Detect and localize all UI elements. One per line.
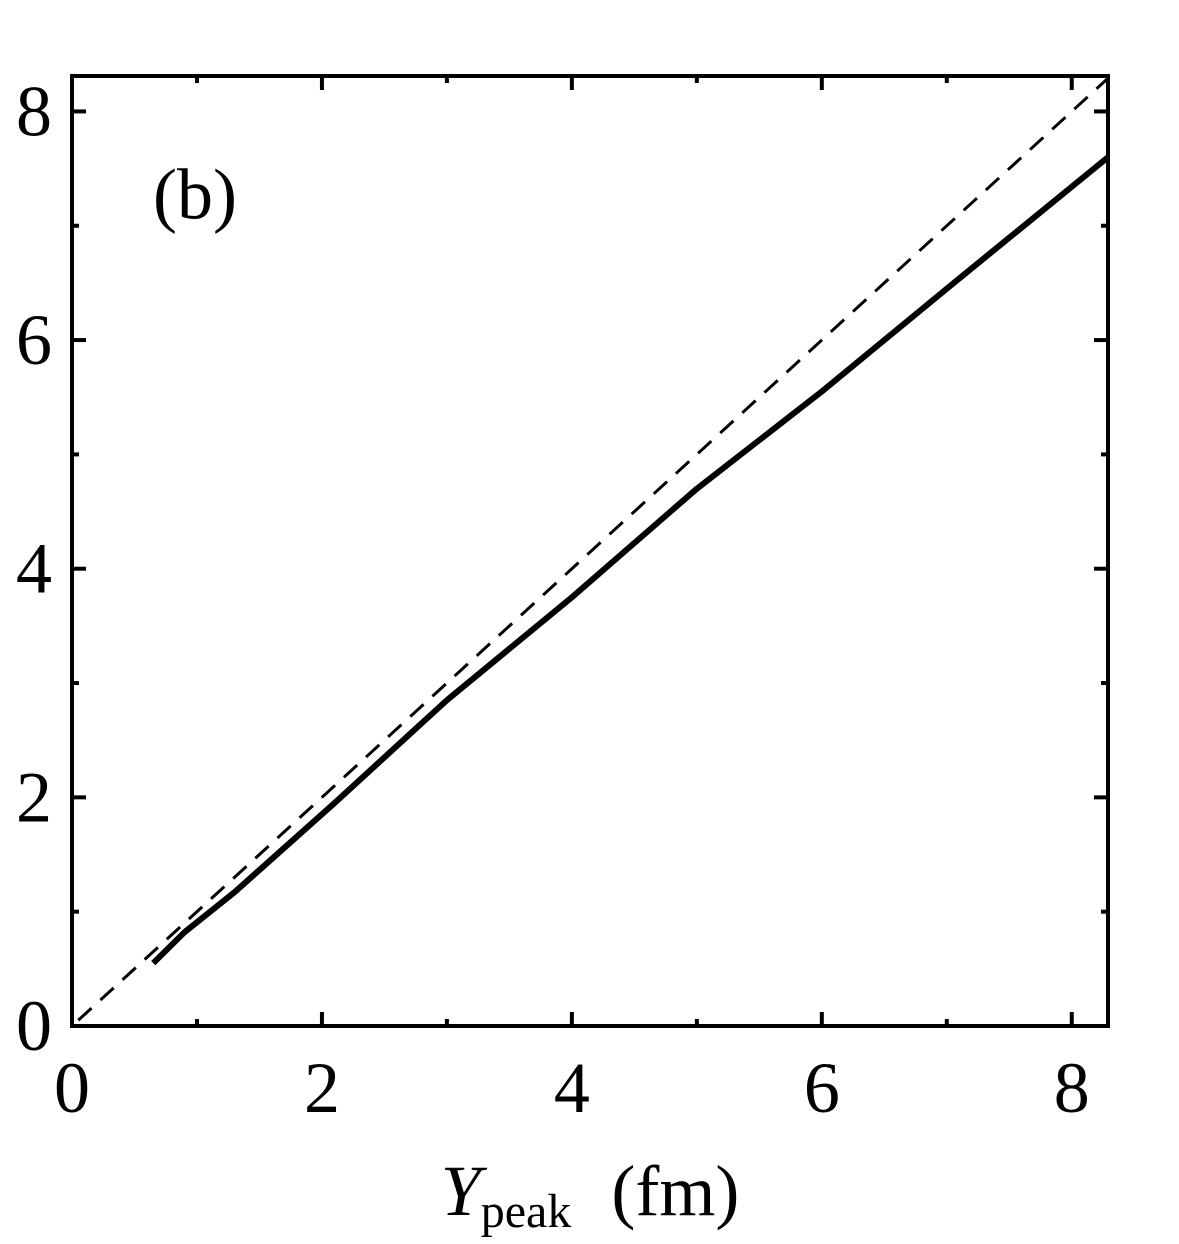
data-line xyxy=(151,154,1110,966)
y-tick-label: 0 xyxy=(16,986,52,1066)
plot-frame xyxy=(70,74,1110,1028)
x-tick-label: 4 xyxy=(554,1048,590,1128)
x-label-subscript: peak xyxy=(481,1185,572,1238)
y-tick-label: 6 xyxy=(16,300,52,380)
x-label-symbol: Y xyxy=(441,1151,488,1231)
x-tick-label: 8 xyxy=(1054,1048,1090,1128)
y-tick-label: 4 xyxy=(16,529,52,609)
x-tick-label: 2 xyxy=(304,1048,340,1128)
x-axis-label: Ypeak (fm) xyxy=(441,1151,740,1238)
x-label-unit: (fm) xyxy=(611,1151,739,1231)
annotation: (b) xyxy=(153,155,237,235)
x-tick-label: 6 xyxy=(804,1048,840,1128)
data-line xyxy=(77,77,1110,1022)
x-tick-label: 0 xyxy=(54,1048,90,1128)
y-tick-label: 8 xyxy=(16,71,52,151)
y-tick-label: 2 xyxy=(16,757,52,837)
